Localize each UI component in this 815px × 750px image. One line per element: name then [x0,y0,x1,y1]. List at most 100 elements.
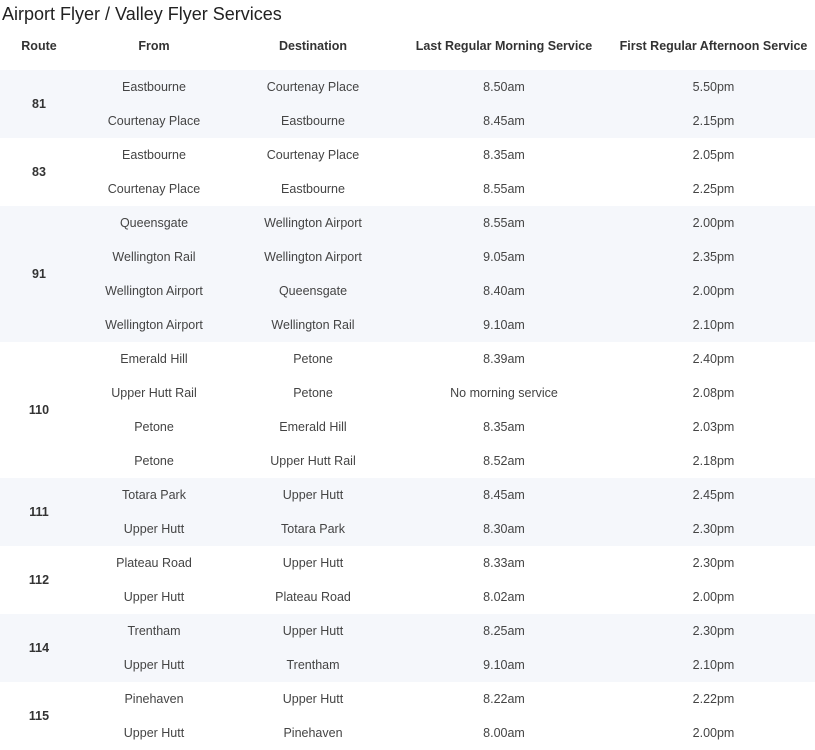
header-destination: Destination [278,39,348,53]
route-cell: 111 [0,478,78,546]
table-row: 114 Trentham Upper Hutt 8.25am 2.30pm [0,614,815,682]
destination-cell: Petone [293,386,333,400]
afternoon-cell: 2.40pm [692,352,735,366]
from-cell: Upper Hutt [78,512,230,546]
route-cell: 91 [0,206,78,342]
destination-cell: Eastbourne [281,182,345,196]
table-row: 112 Plateau Road Upper Hutt 8.33am 2.30pm [0,546,815,587]
morning-cell: No morning service [450,386,558,400]
table-row: Petone Upper Hutt Rail 8.52am 2.18pm [0,444,815,478]
morning-cell: 9.05am [396,240,612,274]
afternoon-cell: 2.10pm [612,308,815,342]
route-cell: 114 [0,614,78,682]
afternoon-cell: 2.00pm [692,590,735,604]
from-cell: Wellington Airport [78,274,230,308]
from-cell: Eastbourne [78,70,230,104]
from-cell: Wellington Airport [78,308,230,342]
table-body: 81 Eastbourne Courtenay Place 8.50am 5.50pm C… [0,70,815,750]
from-cell: Upper Hutt [78,648,230,682]
morning-cell: 9.10am [396,308,612,342]
afternoon-cell: 2.18pm [692,454,735,468]
morning-cell: 8.55am [483,182,525,196]
morning-cell: 8.50am [396,70,612,104]
destination-cell: Emerald Hill [279,420,347,434]
destination-cell: Wellington Airport [230,206,396,240]
from-cell: Eastbourne [122,148,186,162]
route-cell: 112 [28,573,50,587]
afternoon-cell: 2.10pm [612,648,815,682]
destination-cell: Wellington Airport [230,240,396,274]
table-row: Wellington Airport Queensgate 8.40am 2.00pm [0,274,815,308]
afternoon-cell: 2.25pm [692,182,735,196]
destination-cell: Upper Hutt [282,692,344,706]
afternoon-cell: 2.08pm [692,386,735,400]
table-row: Petone Emerald Hill 8.35am 2.03pm [0,410,815,444]
destination-cell: Plateau Road [275,590,351,604]
morning-cell: 8.35am [483,420,525,434]
morning-cell: 8.30am [396,512,612,546]
table-row: 111 Totara Park Upper Hutt 8.45am 2.45pm [0,478,815,546]
afternoon-cell: 2.22pm [692,692,735,706]
destination-cell: Upper Hutt [230,614,396,648]
destination-cell: Pinehaven [283,726,343,740]
morning-cell: 8.39am [483,352,525,366]
afternoon-cell: 5.50pm [612,70,815,104]
from-cell: Upper Hutt Rail [111,386,197,400]
destination-cell: Upper Hutt Rail [270,454,356,468]
route-cell: 81 [0,70,78,138]
afternoon-cell: 2.00pm [612,274,815,308]
from-cell: Queensgate [78,206,230,240]
table-row: Upper Hutt Totara Park 8.30am 2.30pm [0,512,815,546]
morning-cell: 8.45am [396,478,612,512]
table-row: Courtenay Place Eastbourne 8.45am 2.15pm [0,104,815,138]
from-cell: Upper Hutt [123,726,185,740]
afternoon-cell: 2.35pm [612,240,815,274]
morning-cell: 8.33am [483,556,525,570]
destination-cell: Courtenay Place [230,70,396,104]
table-row: Upper Hutt Rail Petone No morning service 2… [0,376,815,410]
from-cell: Plateau Road [116,556,192,570]
destination-cell: Queensgate [230,274,396,308]
destination-cell: Petone [293,352,333,366]
afternoon-cell: 2.00pm [692,726,735,740]
table-row: Wellington Rail Wellington Airport 9.05am 2… [0,240,815,274]
afternoon-cell: 2.45pm [612,478,815,512]
morning-cell: 8.35am [483,148,525,162]
route-cell: 110 [28,403,50,417]
afternoon-cell: 2.03pm [692,420,735,434]
from-cell: Trentham [78,614,230,648]
morning-cell: 8.52am [483,454,525,468]
table-row: Wellington Airport Wellington Rail 9.10am 2… [0,308,815,342]
table-row: 115 Pinehaven Upper Hutt 8.22am 2.22pm [0,682,815,723]
morning-cell: 9.10am [396,648,612,682]
morning-cell: 8.40am [396,274,612,308]
destination-cell: Courtenay Place [266,148,360,162]
afternoon-cell: 2.30pm [692,556,735,570]
destination-cell: Totara Park [230,512,396,546]
from-cell: Upper Hutt [123,590,185,604]
table-row: Courtenay Place Eastbourne 8.55am 2.25pm [0,172,815,206]
table-row: 83 Eastbourne Courtenay Place 8.35am 2.05pm [0,138,815,179]
destination-cell: Upper Hutt [230,478,396,512]
afternoon-cell: 2.00pm [612,206,815,240]
from-cell: Wellington Rail [78,240,230,274]
table-row: 91 Queensgate Wellington Airport 8.55am 2.00… [0,206,815,342]
afternoon-cell: 2.30pm [612,614,815,648]
table-row: 81 Eastbourne Courtenay Place 8.50am 5.50pm [0,70,815,138]
destination-cell: Trentham [230,648,396,682]
afternoon-cell: 2.15pm [612,104,815,138]
table-row: Upper Hutt Trentham 9.10am 2.10pm [0,648,815,682]
page-title: Airport Flyer / Valley Flyer Services [2,4,282,24]
route-cell: 83 [32,165,46,179]
table-row: Upper Hutt Pinehaven 8.00am 2.00pm [0,716,815,750]
morning-cell: 8.55am [396,206,612,240]
morning-cell: 8.25am [396,614,612,648]
header-route: Route [21,39,57,53]
morning-cell: 8.00am [483,726,525,740]
services-table: Route From Destination Last Regular Morn… [0,30,815,750]
morning-cell: 8.02am [483,590,525,604]
afternoon-cell: 2.05pm [692,148,735,162]
from-cell: Courtenay Place [78,104,230,138]
destination-cell: Upper Hutt [282,556,344,570]
table-row: 110 Emerald Hill Petone 8.39am 2.40pm [0,342,815,417]
